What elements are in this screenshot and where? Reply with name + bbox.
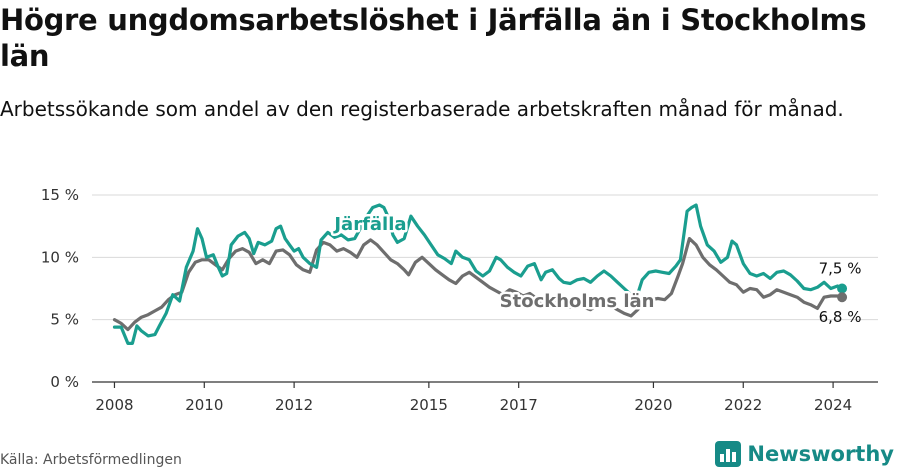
y-tick-label: 15 % xyxy=(41,186,79,204)
stockholm-end-point xyxy=(837,292,848,303)
stockholm-line xyxy=(112,237,844,332)
line-chart: 0 % 5 % 10 % 15 % 2008 2010 2012 2015 2017 2020 20… xyxy=(41,186,878,414)
x-tick-label: 2008 xyxy=(95,396,133,414)
stockholm-end-label: 6,8 % xyxy=(819,308,862,326)
jarfalla-end-point xyxy=(837,283,848,294)
x-tick-label: 2010 xyxy=(185,396,223,414)
y-tick-label: 0 % xyxy=(50,373,79,391)
jarfalla-end-label: 7,5 % xyxy=(819,260,862,278)
chart-subtitle: Arbetssökande som andel av den registerb… xyxy=(0,97,844,121)
jarfalla-line xyxy=(112,203,844,345)
source-note: Källa: Arbetsförmedlingen xyxy=(0,452,182,468)
brand-logo[interactable]: Newsworthy xyxy=(715,441,894,467)
x-tick-label: 2012 xyxy=(275,396,313,414)
y-tick-label: 10 % xyxy=(41,248,79,266)
chart-title: Högre ungdomsarbetslöshet i Järfälla än … xyxy=(0,3,867,73)
x-tick-label: 2024 xyxy=(814,396,852,414)
bar-chart-logo-icon xyxy=(715,441,742,467)
y-tick-label: 5 % xyxy=(50,311,79,329)
x-tick-label: 2022 xyxy=(724,396,762,414)
x-tick-label: 2015 xyxy=(410,396,448,414)
stockholm-series-label: Stockholms län xyxy=(500,291,655,312)
brand-name: Newsworthy xyxy=(747,442,894,466)
jarfalla-series-label: Järfälla xyxy=(332,214,406,235)
x-tick-label: 2017 xyxy=(500,396,538,414)
x-tick-label: 2020 xyxy=(634,396,672,414)
